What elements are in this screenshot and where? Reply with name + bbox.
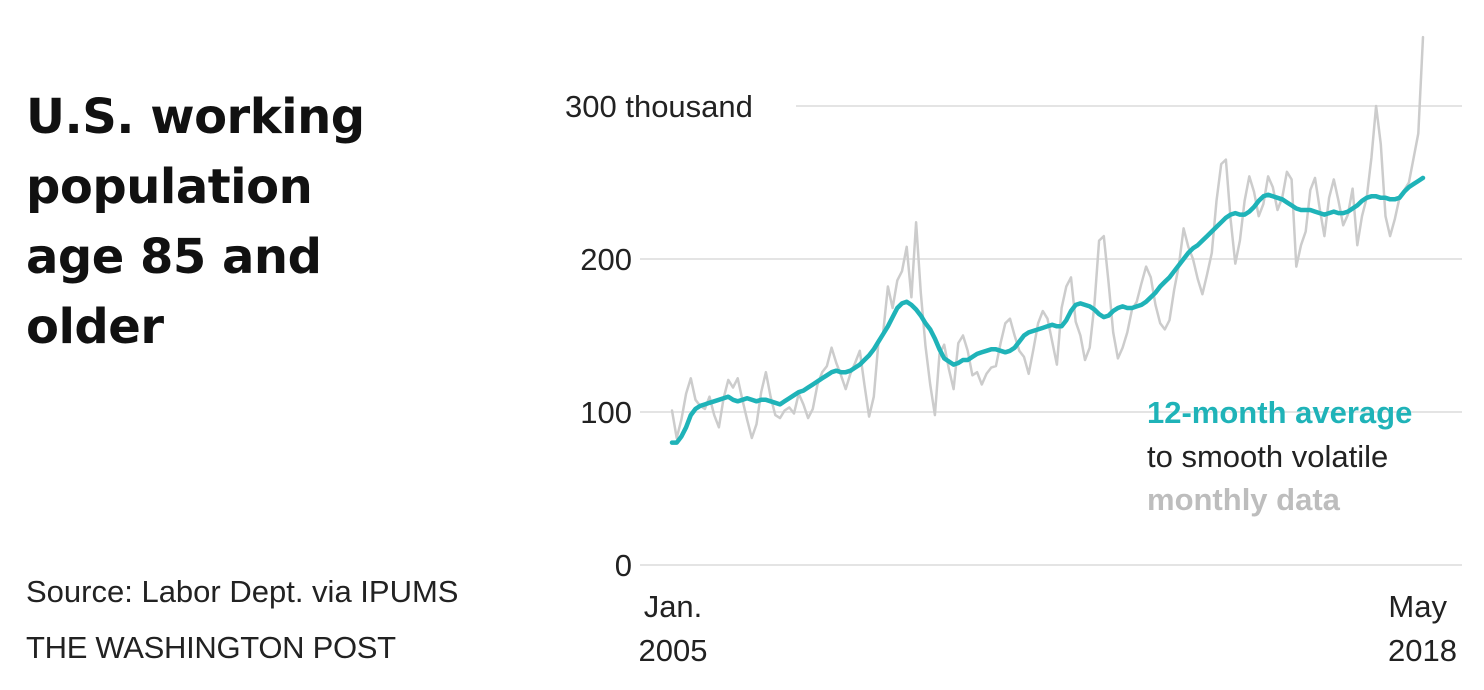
title-line-1: U.S. working xyxy=(26,89,365,145)
y-tick-label-100: 100 xyxy=(580,395,632,430)
y-tick-label-200: 200 xyxy=(580,242,632,277)
x-tick-label-2005-01-line2: 2005 xyxy=(639,633,708,668)
title-line-3: age 85 and xyxy=(26,229,322,285)
annotation-average-label: 12-month average xyxy=(1147,395,1412,430)
x-tick-label-2018-05-line2: 2018 xyxy=(1388,633,1457,668)
y-tick-label-0: 0 xyxy=(615,548,632,583)
publisher-credit: THE WASHINGTON POST xyxy=(26,630,396,665)
gridlines xyxy=(640,105,1462,566)
title-line-4: older xyxy=(26,299,164,355)
source-note: Source: Labor Dept. via IPUMS xyxy=(26,574,459,609)
annotation-description: to smooth volatile xyxy=(1147,439,1388,474)
annotation-monthly-label: monthly data xyxy=(1147,482,1341,517)
axis-labels: 0 100 200 300 thousand Jan. 2005 May 2018 xyxy=(565,89,1457,668)
x-tick-label-2018-05-line1: May xyxy=(1388,589,1447,624)
series xyxy=(669,35,1426,445)
series-line-monthly xyxy=(670,35,1425,440)
annotation: 12-month average to smooth volatile monthl… xyxy=(1147,395,1412,517)
x-tick-label-2005-01-line1: Jan. xyxy=(644,589,703,624)
series-line-average xyxy=(669,175,1426,445)
y-tick-label-300: 300 thousand xyxy=(565,89,753,124)
chart-title: U.S. working population age 85 and older xyxy=(26,82,446,362)
title-line-2: population xyxy=(26,159,313,215)
